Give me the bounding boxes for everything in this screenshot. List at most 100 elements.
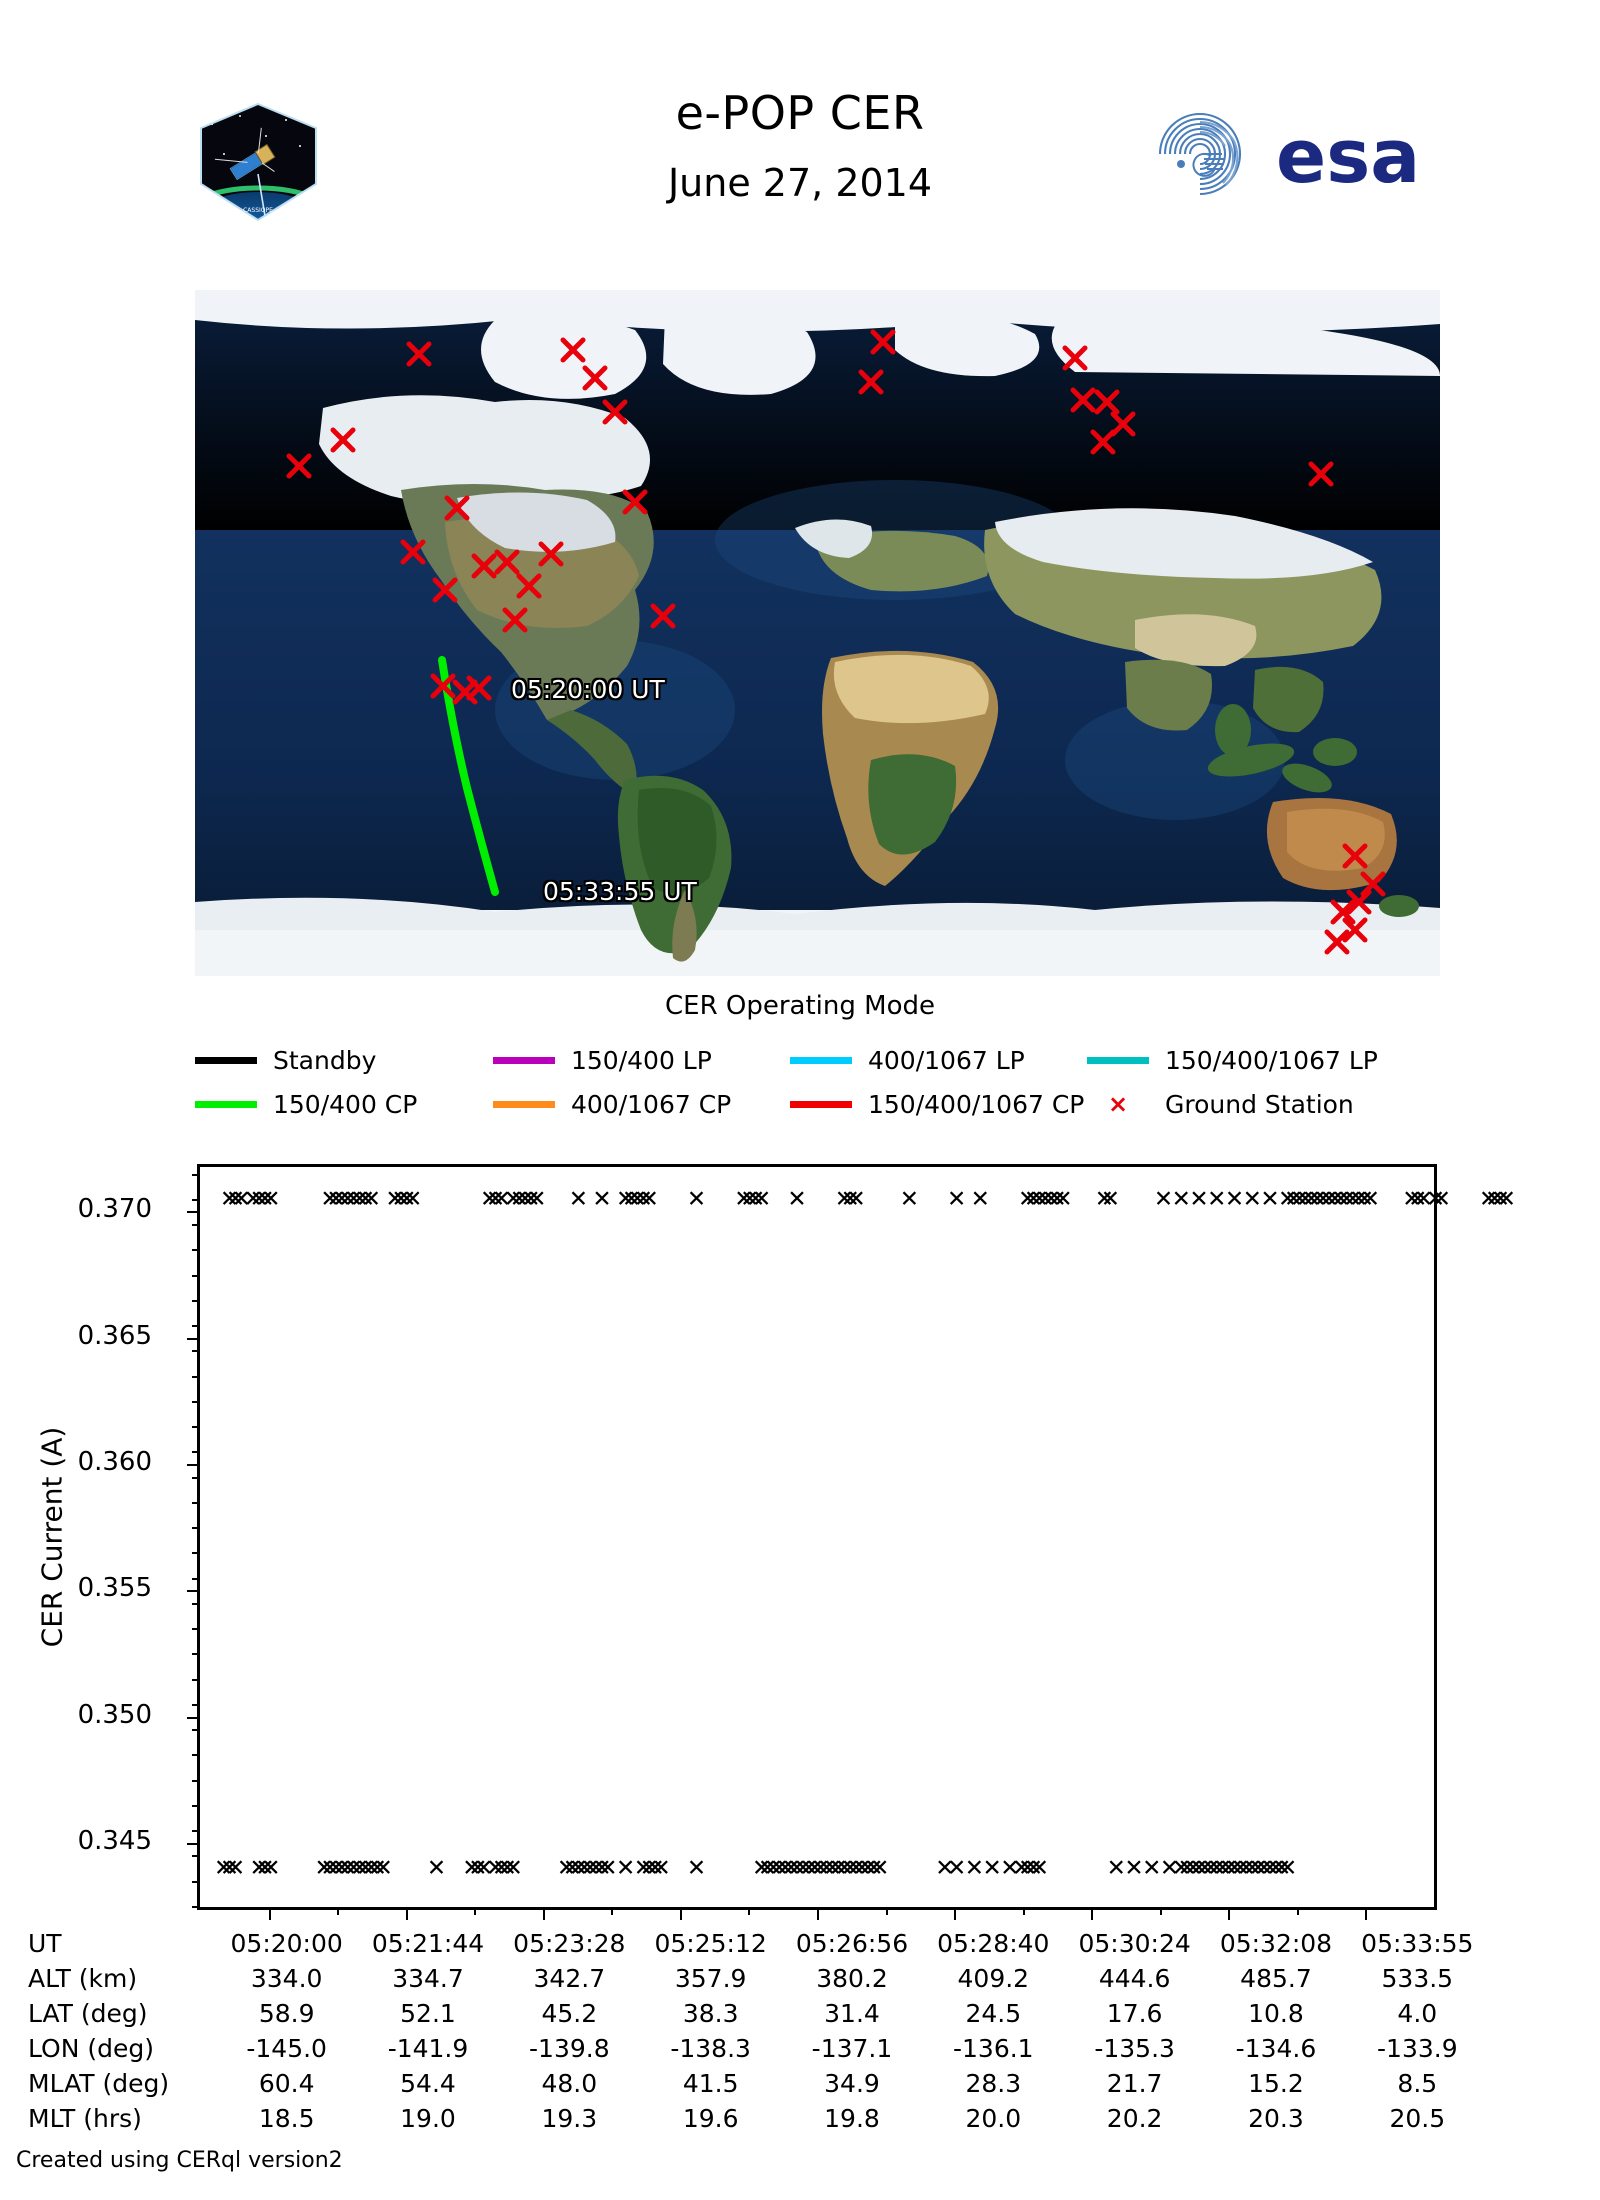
y-axis-minor-tick <box>192 1249 200 1252</box>
page-header: CASSIOPE e-POP CER June 27, 2014 <box>0 0 1600 270</box>
data-point-marker: ✕ <box>811 1855 831 1882</box>
data-point-marker: ✕ <box>1479 1186 1499 1213</box>
data-point-marker: ✕ <box>255 1855 275 1882</box>
x-axis-minor-tick <box>474 1907 477 1915</box>
data-point-marker: ✕ <box>840 1855 860 1882</box>
table-row-label: MLAT (deg) <box>28 2069 170 2098</box>
data-point-marker: ✕ <box>485 1186 506 1213</box>
y-axis-minor-tick <box>192 1299 200 1302</box>
data-point-marker: ✕ <box>592 1186 612 1213</box>
data-point-marker: ✕ <box>1047 1186 1067 1213</box>
data-point-marker: ✕ <box>651 1855 671 1882</box>
ground-station-icon: × <box>1107 1090 1129 1118</box>
y-axis-minor-tick <box>192 1224 200 1227</box>
y-axis-minor-tick <box>192 1527 200 1530</box>
data-point-marker: ✕ <box>1414 1186 1434 1213</box>
data-point-marker: ✕ <box>1053 1186 1073 1213</box>
data-point-marker: ✕ <box>740 1186 760 1213</box>
legend-label: 400/1067 CP <box>571 1089 732 1119</box>
data-point-marker: ✕ <box>1124 1855 1144 1882</box>
y-axis-minor-tick <box>192 1501 200 1504</box>
data-point-marker: ✕ <box>621 1186 642 1213</box>
x-axis-minor-tick <box>1296 1907 1299 1915</box>
esa-swirl-dot <box>1177 160 1185 168</box>
data-point-marker: ✕ <box>249 1186 269 1213</box>
south-america <box>617 775 732 962</box>
data-point-marker: ✕ <box>1017 1855 1038 1882</box>
ground-station-markers <box>286 329 1386 955</box>
data-point-marker: ✕ <box>568 1855 588 1882</box>
data-point-marker: ✕ <box>497 1855 518 1882</box>
data-point-marker: ✕ <box>799 1855 819 1882</box>
legend-item-400-1067-lp[interactable]: 400/1067 LP <box>790 1040 1025 1080</box>
orbit-start-time-label: 05:20:00 UT <box>511 675 665 704</box>
table-cell: 05:32:08 <box>1219 1929 1333 1958</box>
table-cell: 34.9 <box>824 2069 880 2098</box>
table-cell: 4.0 <box>1397 1999 1438 2028</box>
legend-item-150-400-1067-cp[interactable]: 150/400/1067 CP <box>790 1084 1084 1124</box>
data-point-marker: ✕ <box>391 1186 411 1213</box>
data-point-marker: ✕ <box>816 1855 837 1882</box>
data-point-marker: ✕ <box>503 1186 523 1213</box>
data-point-marker: ✕ <box>314 1855 334 1882</box>
page-title: e-POP CER <box>675 86 925 140</box>
cer-current-plot[interactable]: ✕ ✕ ✕ ✕ ✕ ✕ ✕ ✕ ✕ ✕ ✕ ✕ ✕ ✕ ✕ ✕ ✕ ✕ ✕ ✕ ✕ ✕ ✕ ✕ ✕ ✕ ✕ ✕ ✕ ✕ ✕ ✕ ✕ ✕ ✕ ✕ ✕ ✕ ✕ ✕… <box>187 1164 1516 1920</box>
data-point-marker: ✕ <box>515 1186 535 1213</box>
legend-swatch <box>790 1100 852 1108</box>
y-axis-tick-label: 0.365 <box>77 1320 152 1351</box>
page-date: June 27, 2014 <box>667 161 933 205</box>
data-point-marker: ✕ <box>1254 1855 1274 1882</box>
table-row: MLAT (deg) 60.4 54.4 48.0 41.5 34.9 28.3 21.7 15… <box>28 2066 1488 2101</box>
data-point-marker: ✕ <box>1260 1855 1280 1882</box>
data-point-marker: ✕ <box>1248 1855 1268 1882</box>
table-row-label: MLT (hrs) <box>28 2104 142 2133</box>
legend-label: Standby <box>273 1045 377 1075</box>
data-point-marker: ✕ <box>1307 1186 1327 1213</box>
data-point-marker: ✕ <box>935 1855 955 1882</box>
table-cell: -135.3 <box>1094 2034 1175 2063</box>
data-point-marker: ✕ <box>367 1855 387 1882</box>
table-cell: 8.5 <box>1397 2069 1438 2098</box>
table-row-label: ALT (km) <box>28 1964 138 1993</box>
data-point-marker: ✕ <box>757 1855 778 1882</box>
y-axis-minor-tick <box>192 1830 200 1833</box>
table-cell: 380.2 <box>816 1964 888 1993</box>
data-point-marker: ✕ <box>1266 1855 1286 1882</box>
data-point-marker: ✕ <box>1017 1186 1038 1213</box>
legend-item-150-400-cp[interactable]: 150/400 CP <box>195 1084 417 1124</box>
data-point-marker: ✕ <box>787 1855 807 1882</box>
table-cell: 444.6 <box>1098 1964 1171 1993</box>
data-point-marker: ✕ <box>1153 1186 1174 1213</box>
legend-item-150-400-1067-lp[interactable]: 150/400/1067 LP <box>1087 1040 1378 1080</box>
data-point-marker: ✕ <box>822 1855 843 1882</box>
table-row-label: LAT (deg) <box>28 1999 148 2028</box>
y-axis-tick <box>187 1716 200 1719</box>
x-axis-tick <box>817 1907 819 1920</box>
data-point-marker: ✕ <box>231 1186 252 1213</box>
data-point-marker: ✕ <box>373 1855 393 1882</box>
y-axis-minor-tick <box>192 1779 200 1782</box>
data-point-marker: ✕ <box>1029 1186 1050 1213</box>
data-point-marker: ✕ <box>1242 1186 1262 1213</box>
data-point-marker: ✕ <box>344 1855 364 1882</box>
world-map-panel[interactable]: 05:20:00 UT 05:33:55 UT <box>195 290 1440 976</box>
legend-row2: 150/400 CP 400/1067 CP 150/400/1067 CP × Gro… <box>195 1084 1440 1124</box>
data-point-marker: ✕ <box>763 1855 784 1882</box>
table-cell: 52.1 <box>400 1999 456 2028</box>
legend-item-150-400-lp[interactable]: 150/400 LP <box>493 1040 712 1080</box>
antarctica-coast <box>195 897 1440 930</box>
data-point-marker: ✕ <box>645 1855 665 1882</box>
table-row-label: LON (deg) <box>28 2034 154 2063</box>
data-point-marker: ✕ <box>355 1855 376 1882</box>
legend-item-400-1067-cp[interactable]: 400/1067 CP <box>493 1084 731 1124</box>
data-point-marker: ✕ <box>1012 1855 1032 1882</box>
legend-item-standby[interactable]: Standby <box>195 1040 376 1080</box>
legend-item-ground-station[interactable]: × Ground Station <box>1087 1084 1354 1124</box>
table-row: UT 05:20:00 05:21:44 05:23:28 05:25:12 05:26:… <box>28 1926 1488 1961</box>
data-point-marker: ✕ <box>586 1855 606 1882</box>
data-point-marker: ✕ <box>1183 1855 1203 1882</box>
y-axis-minor-tick <box>192 1426 200 1429</box>
data-point-marker: ✕ <box>1177 1855 1197 1882</box>
data-point-marker: ✕ <box>1218 1855 1239 1882</box>
data-point-marker: ✕ <box>1142 1855 1162 1882</box>
